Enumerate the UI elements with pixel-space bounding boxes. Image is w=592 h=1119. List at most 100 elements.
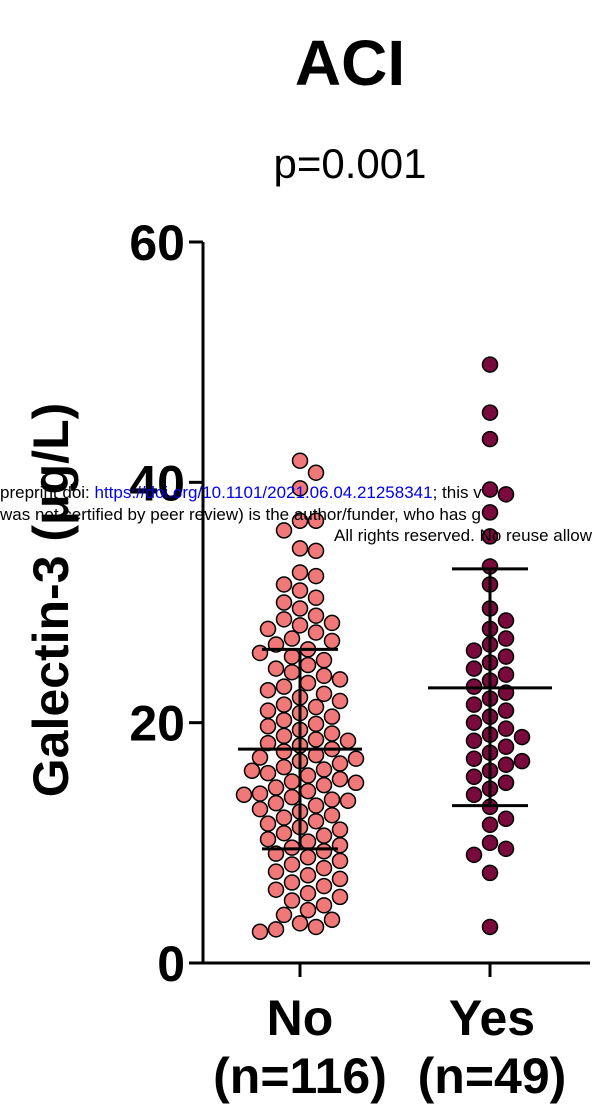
- watermark-line-1: was not certified by peer review) is the…: [0, 505, 481, 524]
- series-1-point-15: [497, 648, 515, 665]
- series-0-point-19: [259, 620, 277, 638]
- watermark-line-0: preprint doi: https://doi.org/10.1101/20…: [0, 483, 482, 502]
- series-0-point-90: [331, 852, 349, 870]
- series-0-point-93: [267, 863, 285, 880]
- series-0-point-41: [259, 702, 277, 719]
- series-0-point-91: [283, 856, 301, 873]
- series-0-point-28: [299, 656, 317, 674]
- series-1-point-48: [513, 752, 531, 770]
- series-0-point-38: [331, 692, 349, 710]
- series-0-point-34: [275, 678, 293, 695]
- series-0-point-62: [299, 767, 317, 784]
- series-0-point-115: [339, 732, 357, 749]
- series-0-point-44: [275, 712, 293, 729]
- chart-subtitle: p=0.001: [274, 140, 427, 187]
- series-1-point-47: [513, 728, 531, 746]
- series-0-point-33: [299, 674, 317, 692]
- category-label-0-line-0: No: [267, 990, 334, 1046]
- series-0-point-87: [315, 842, 333, 860]
- series-1-point-39: [497, 810, 515, 828]
- category-label-1-line-0: Yes: [449, 990, 535, 1046]
- series-0-point-96: [283, 874, 301, 891]
- series-0-point-104: [275, 906, 293, 924]
- series-0-point-36: [315, 685, 333, 703]
- data-points: [235, 356, 531, 941]
- series-0-point-107: [307, 918, 325, 936]
- series-0-point-26: [283, 648, 301, 665]
- y-tick-label-3: 60: [129, 215, 185, 271]
- series-0-point-69: [283, 788, 301, 806]
- series-0-point-114: [347, 750, 365, 767]
- series-1-point-12: [497, 630, 515, 647]
- series-1-point-41: [481, 834, 499, 852]
- series-0-point-101: [283, 892, 301, 909]
- series-0-point-77: [307, 812, 325, 830]
- series-1-point-0: [481, 356, 499, 373]
- series-0-point-82: [315, 827, 333, 844]
- series-0-point-108: [267, 921, 285, 938]
- series-0-point-39: [275, 696, 293, 713]
- series-0-point-30: [283, 663, 301, 681]
- series-0-point-21: [283, 630, 301, 647]
- chart-title: ACI: [295, 27, 405, 99]
- series-1-point-43: [465, 846, 483, 864]
- series-0-point-29: [267, 660, 285, 677]
- series-0-point-72: [307, 797, 325, 814]
- y-tick-label-1: 20: [129, 696, 185, 752]
- series-0-point-58: [331, 755, 349, 772]
- category-label-1-line-1: (n=49): [418, 1048, 567, 1104]
- series-0-point-17: [323, 614, 341, 632]
- series-0-point-5: [275, 522, 293, 539]
- series-0-point-109: [251, 923, 269, 941]
- series-0-point-111: [235, 786, 253, 804]
- series-0-point-40: [307, 698, 325, 716]
- series-0-point-60: [315, 761, 333, 778]
- series-0-point-56: [251, 749, 269, 766]
- series-1-point-29: [497, 738, 515, 755]
- series-0-point-68: [251, 785, 269, 802]
- series-0-point-15: [307, 607, 325, 624]
- series-0-point-92: [315, 859, 333, 877]
- series-0-point-10: [275, 576, 293, 593]
- series-0-point-27: [315, 651, 333, 669]
- series-0-point-105: [323, 911, 341, 928]
- category-label-0-line-1: (n=116): [213, 1048, 387, 1104]
- series-0-point-102: [315, 897, 333, 914]
- y-axis: 0 20 40 60: [129, 215, 205, 992]
- series-1-point-1: [481, 404, 499, 421]
- x-axis: [203, 961, 590, 977]
- series-1-point-26: [497, 720, 515, 737]
- series-0-point-54: [275, 743, 293, 760]
- series-1-point-2: [481, 430, 499, 448]
- series-0-point-80: [331, 821, 349, 838]
- series-0-point-9: [307, 567, 325, 585]
- series-0-point-71: [267, 794, 285, 812]
- series-0-point-63: [331, 770, 349, 788]
- y-tick-label-2: 40: [129, 455, 185, 511]
- series-0-point-83: [259, 830, 277, 848]
- preprint-watermark: preprint doi: https://doi.org/10.1101/20…: [0, 483, 592, 545]
- series-0-point-67: [299, 782, 317, 800]
- series-0-point-31: [315, 667, 333, 685]
- series-1-point-22: [465, 696, 483, 713]
- y-tick-label-0: 0: [157, 936, 185, 992]
- series-1-point-6: [481, 528, 499, 545]
- series-0-point-95: [331, 870, 349, 888]
- series-0-point-8: [291, 564, 309, 581]
- y-axis-label: Galectin-3 (μg/L): [23, 403, 79, 798]
- series-1-point-28: [465, 732, 483, 749]
- series-0-point-49: [275, 727, 293, 745]
- series-0-point-98: [267, 881, 285, 898]
- series-0-point-2: [291, 480, 309, 497]
- watermark-line-2: All rights reserved. No reuse allow: [334, 526, 592, 545]
- series-0-point-0: [291, 452, 309, 469]
- series-1-point-34: [465, 768, 483, 785]
- series-1-point-40: [481, 816, 499, 834]
- series-0-point-25: [251, 644, 269, 662]
- series-0-point-22: [323, 632, 341, 650]
- series-1-point-37: [465, 786, 483, 804]
- series-0-point-4: [307, 512, 325, 530]
- series-1-point-25: [465, 714, 483, 731]
- series-0-point-12: [307, 589, 325, 606]
